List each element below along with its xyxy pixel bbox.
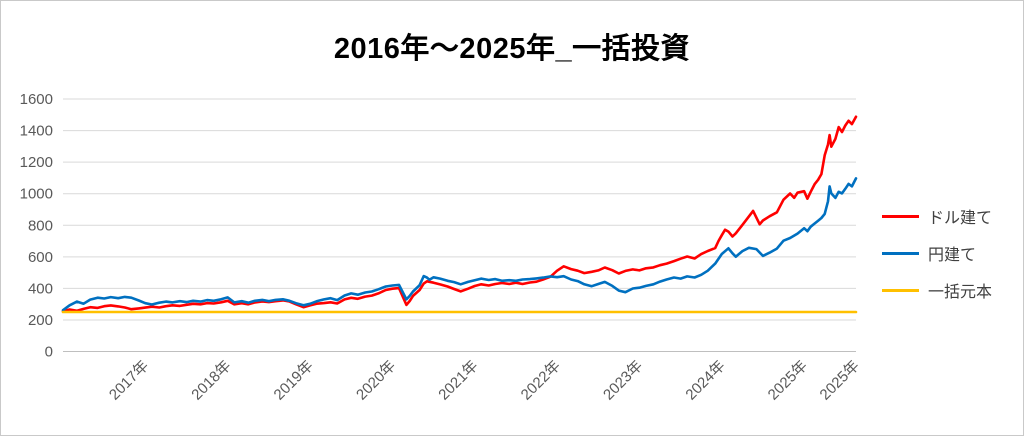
x-tick-label: 2017年	[106, 357, 152, 403]
legend-swatch-principal	[882, 288, 919, 292]
y-tick-label: 1000	[20, 186, 53, 203]
legend-label-principal: 一括元本	[928, 284, 993, 301]
legend-label-yen: 円建て	[928, 247, 977, 264]
x-tick-label: 2021年	[435, 357, 481, 403]
x-tick-label: 2020年	[353, 357, 399, 403]
legend-item-dollar: ドル建て	[882, 206, 993, 227]
y-tick-label: 1200	[20, 154, 53, 171]
legend-swatch-dollar	[882, 214, 919, 218]
legend: ドル建て 円建て 一括元本	[882, 206, 992, 317]
y-tick-label: 1600	[20, 91, 53, 108]
y-tick-label: 600	[28, 249, 53, 266]
legend-label-dollar: ドル建て	[928, 210, 993, 227]
y-tick-label: 200	[28, 312, 53, 329]
x-tick-label: 2023年	[600, 357, 646, 403]
x-tick-label: 2019年	[271, 357, 317, 403]
y-tick-label: 0	[45, 344, 53, 361]
y-tick-label: 800	[28, 217, 53, 234]
x-tick-label: 2025年	[765, 357, 811, 403]
legend-item-yen: 円建て	[882, 243, 992, 264]
x-tick-label: 2024年	[682, 357, 728, 403]
x-tick-label: 2025年	[817, 357, 863, 403]
x-tick-label: 2018年	[188, 357, 234, 403]
chart-title: 2016年～2025年_一括投資	[333, 33, 691, 65]
series-line-0	[61, 115, 858, 313]
legend-item-principal: 一括元本	[882, 280, 993, 301]
series-line-1	[61, 177, 858, 312]
y-tick-label: 400	[28, 280, 53, 297]
y-tick-label: 1400	[20, 123, 53, 140]
x-tick-label: 2022年	[518, 357, 564, 403]
legend-swatch-yen	[882, 251, 919, 255]
